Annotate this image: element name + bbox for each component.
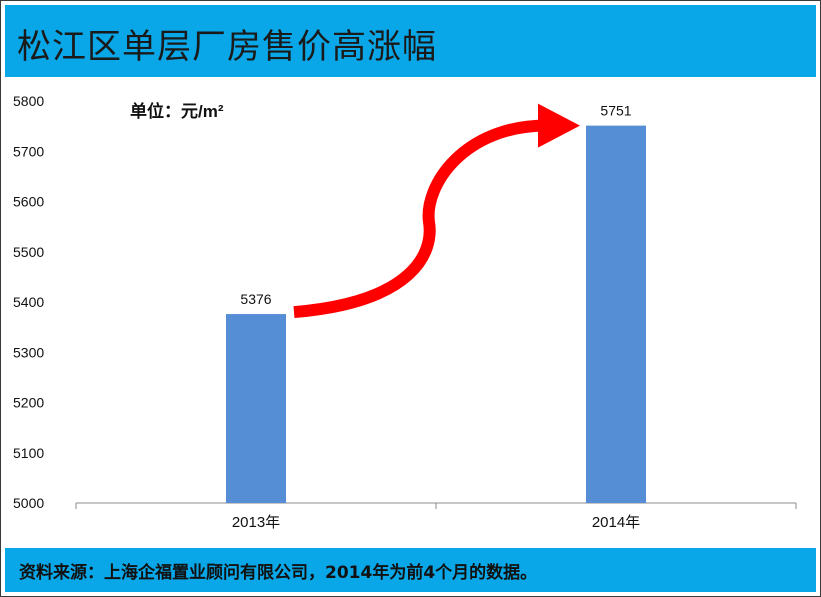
x-tick-label: 2014年 [592, 514, 640, 531]
plot-area: 5000 5100 5200 5300 5400 5500 5600 5700 5800 5376… [5, 77, 816, 543]
data-label: 5376 [240, 291, 271, 307]
y-tick-label: 5200 [13, 395, 44, 411]
source-note: 资料来源：上海企福置业顾问有限公司，2014年为前4个月的数据。 [19, 563, 538, 583]
y-tick-label: 5800 [13, 93, 44, 109]
unit-label: 单位：元/m² [130, 101, 224, 121]
chart-title: 松江区单层厂房售价高涨幅 [17, 27, 437, 67]
y-tick-label: 5600 [13, 194, 44, 210]
growth-arrow-body [293, 119, 547, 319]
y-tick-label: 5300 [13, 344, 44, 360]
y-tick-label: 5100 [13, 445, 44, 461]
bar-chart: 5000 5100 5200 5300 5400 5500 5600 5700 5800 5376… [13, 93, 797, 531]
y-tick-label: 5000 [13, 495, 44, 511]
source-bar: 资料来源：上海企福置业顾问有限公司，2014年为前4个月的数据。 [5, 548, 816, 592]
bar-2013年 [226, 314, 286, 503]
x-tick-label: 2013年 [232, 514, 280, 531]
y-tick-label: 5400 [13, 294, 44, 310]
y-tick-label: 5700 [13, 143, 44, 159]
growth-arrow-head [538, 103, 580, 148]
title-bar: 松江区单层厂房售价高涨幅 [5, 5, 816, 77]
y-tick-label: 5500 [13, 244, 44, 260]
data-label: 5751 [600, 103, 631, 119]
bar-2014年 [586, 125, 646, 503]
